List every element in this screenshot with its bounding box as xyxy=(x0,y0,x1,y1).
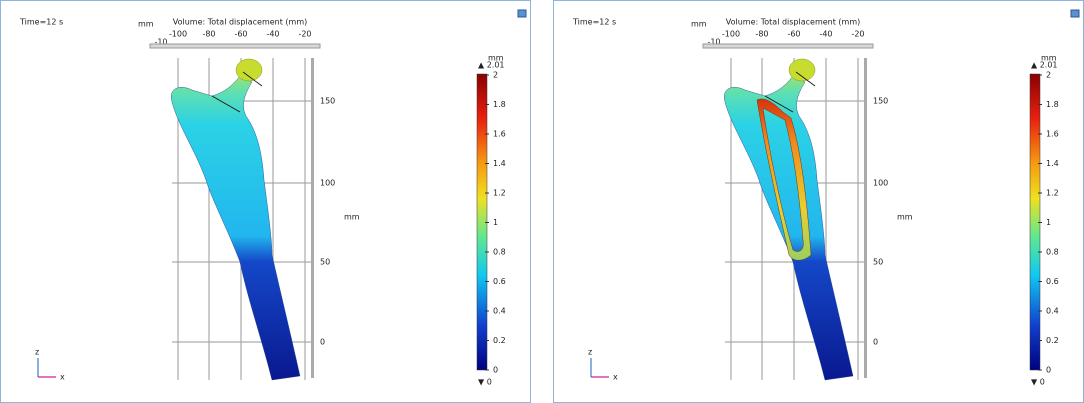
colorbar-tick-label: 0 xyxy=(493,366,498,375)
z-ruler xyxy=(311,58,314,378)
z-tick-label: 50 xyxy=(320,258,330,267)
colorbar-tick-label: 0.8 xyxy=(1046,248,1059,257)
triad-z-label: z xyxy=(588,348,592,357)
z-unit: mm xyxy=(897,213,913,222)
bone-head xyxy=(789,59,815,81)
bone-head xyxy=(236,59,262,81)
z-tick-label: 100 xyxy=(873,179,888,188)
colorbar-min: ▼ 0 xyxy=(1031,378,1045,387)
colorbar-tick-label: 0.2 xyxy=(493,336,506,345)
z-tick-label: 150 xyxy=(873,97,888,106)
colorbar-tick-label: 1 xyxy=(493,218,498,227)
plot-title: Volume: Total displacement (mm) xyxy=(173,18,308,27)
colorbar-tick-label: 2 xyxy=(493,71,498,80)
triad-x-label: x xyxy=(613,373,618,382)
panel-button[interactable] xyxy=(1071,10,1079,17)
colorbar-tick-label: 1.8 xyxy=(1046,100,1059,109)
colorbar-tick-label: 1.4 xyxy=(1046,159,1059,168)
colorbar-max: ▲ 2.01 xyxy=(1031,61,1058,70)
x-ruler xyxy=(150,44,320,48)
z-tick-label: 100 xyxy=(320,179,335,188)
x-tick-label: -80 xyxy=(755,30,768,39)
triad-x-label: x xyxy=(60,373,65,382)
x-tick-label: -40 xyxy=(819,30,832,39)
colorbar-max: ▲ 2.01 xyxy=(478,61,505,70)
colorbar-tick-label: 1.4 xyxy=(493,159,506,168)
colorbar-tick-label: 1 xyxy=(1046,218,1051,227)
colorbar-tick-label: 2 xyxy=(1046,71,1051,80)
z-tick-label: 0 xyxy=(320,338,325,347)
plot-panel: Time=12 s Volume: Total displacement (mm)… xyxy=(0,0,531,403)
z-tick-label: 50 xyxy=(873,258,883,267)
colorbar-tick-label: 0.4 xyxy=(1046,307,1059,316)
screenshot: Time=12 s Volume: Total displacement (mm)… xyxy=(0,0,1084,403)
time-label: Time=12 s xyxy=(572,18,616,27)
colorbar-tick-label: 0.6 xyxy=(1046,277,1059,286)
colorbar-tick-label: 1.2 xyxy=(1046,189,1059,198)
x-tick-label: -20 xyxy=(298,30,311,39)
z-ruler xyxy=(864,58,867,378)
x-unit: mm xyxy=(691,20,707,29)
colorbar-min: ▼ 0 xyxy=(478,378,492,387)
colorbar-tick-label: 0.2 xyxy=(1046,336,1059,345)
x-tick-label: -60 xyxy=(787,30,800,39)
colorbar-tick-label: 1.6 xyxy=(1046,130,1059,139)
panel-button[interactable] xyxy=(518,10,526,17)
colorbar-tick-label: 1.8 xyxy=(493,100,506,109)
colorbar-tick-label: 0.4 xyxy=(493,307,506,316)
z-tick-label: 150 xyxy=(320,97,335,106)
x-tick-label: -100 xyxy=(722,30,740,39)
x-tick-label: -60 xyxy=(234,30,247,39)
bone-shaft xyxy=(171,76,300,380)
x-unit: mm xyxy=(138,20,154,29)
x-tick-label: -40 xyxy=(266,30,279,39)
colorbar-tick-label: 0 xyxy=(1046,366,1051,375)
plot-panel: Time=12 s Volume: Total displacement (mm)… xyxy=(553,0,1084,403)
plot-title: Volume: Total displacement (mm) xyxy=(726,18,861,27)
z-tick-label: 0 xyxy=(873,338,878,347)
triad-z-label: z xyxy=(35,348,39,357)
colorbar-tick-label: 0.6 xyxy=(493,277,506,286)
x-tick-label: -100 xyxy=(169,30,187,39)
x-ruler xyxy=(703,44,873,48)
time-label: Time=12 s xyxy=(19,18,63,27)
colorbar-tick-label: 1.2 xyxy=(493,189,506,198)
colorbar-tick-label: 0.8 xyxy=(493,248,506,257)
x-tick-label: -20 xyxy=(851,30,864,39)
colorbar-tick-label: 1.6 xyxy=(493,130,506,139)
x-tick-label: -80 xyxy=(202,30,215,39)
z-unit: mm xyxy=(344,213,360,222)
